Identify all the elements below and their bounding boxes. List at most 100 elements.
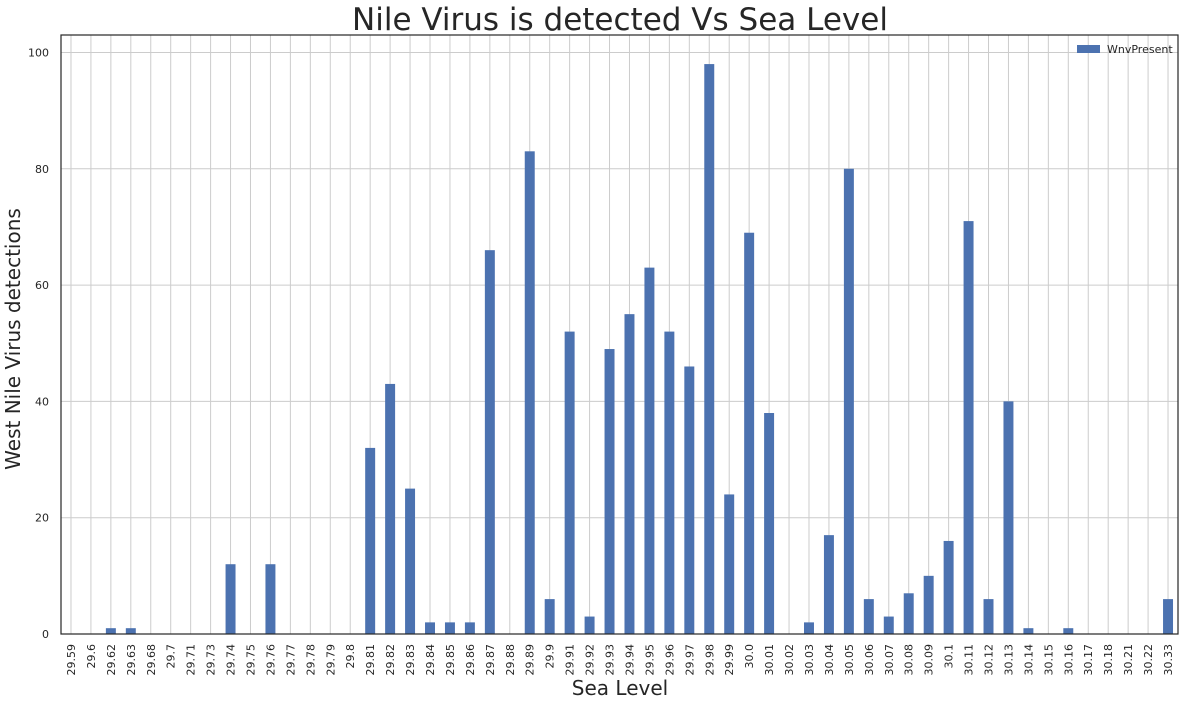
y-tick-label: 20 [35,512,49,525]
y-tick-label: 0 [42,628,49,641]
legend: WnvPresent [1077,43,1173,56]
x-tick-label: 29.85 [444,644,457,676]
x-tick-labels: 29.59 29.6 29.62 29.63 29.68 29.7 29.71 29.73 29… [65,644,1175,676]
x-tick-label: 29.95 [643,644,656,676]
x-tick-label: 29.82 [384,644,397,676]
x-tick-label: 29.68 [145,644,158,676]
x-tick-label: 29.62 [105,644,118,676]
bar-29.81 [365,447,376,634]
y-tick-label: 100 [28,46,49,59]
bar-30.13 [1003,401,1014,634]
bar-29.91 [564,331,575,634]
x-tick-label: 29.89 [524,644,537,676]
x-tick-label: 30.1 [943,644,956,669]
bar-29.94 [624,314,635,634]
x-tick-label: 29.83 [404,644,417,676]
x-tick-label: 29.87 [484,644,497,676]
x-tick-label: 30.11 [963,644,976,676]
y-tick-label: 80 [35,163,49,176]
bar-30.14 [1023,628,1034,634]
x-tick-label: 29.63 [125,644,138,676]
x-tick-label: 30.15 [1042,644,1055,676]
x-tick-label: 30.22 [1142,644,1155,676]
bar-30.06 [863,599,874,634]
x-tick-label: 29.77 [284,644,297,676]
bar-30.09 [923,575,934,634]
bar-30.01 [764,413,775,634]
bar-30.04 [823,535,834,634]
bar-29.92 [584,616,595,634]
x-tick-label: 30.16 [1062,644,1075,676]
x-tick-label: 29.79 [324,644,337,676]
x-tick-label: 29.71 [185,644,198,676]
x-tick-label: 29.7 [165,644,178,669]
bar-29.83 [405,488,416,634]
x-tick-label: 29.9 [544,644,557,669]
x-axis-label: Sea Level [572,676,668,700]
x-tick-label: 29.94 [623,644,636,676]
bar-29.63 [125,628,136,634]
bar-30.11 [963,221,974,634]
bar-29.82 [385,383,396,634]
x-tick-label: 30.04 [823,644,836,676]
legend-label: WnvPresent [1107,43,1173,56]
x-tick-label: 30.14 [1022,644,1035,676]
bar-29.89 [524,151,535,635]
x-tick-label: 29.8 [344,644,357,669]
bars [105,64,1174,635]
x-tick-label: 30.05 [843,644,856,676]
x-tick-label: 29.73 [205,644,218,676]
x-tick-label: 30.01 [763,644,776,676]
x-tick-label: 29.6 [85,644,98,669]
bar-30.05 [843,168,854,635]
x-tick-label: 29.74 [225,644,238,676]
x-tick-label: 30.03 [803,644,816,676]
x-tick-label: 30.21 [1122,644,1135,676]
bar-29.84 [425,622,435,634]
bar-30.0 [744,232,755,634]
legend-swatch [1077,45,1100,53]
bar-30.33 [1163,599,1174,634]
x-tick-label: 29.88 [504,644,517,676]
y-tick-label: 60 [35,279,49,292]
bar-29.95 [644,267,655,634]
x-tick-label: 30.06 [863,644,876,676]
x-tick-label: 30.02 [783,644,796,676]
bar-29.99 [724,494,735,634]
bar-30.12 [983,599,994,634]
x-tick-label: 29.99 [723,644,736,676]
bar-29.86 [464,622,475,634]
x-tick-label: 29.96 [663,644,676,676]
x-tick-label: 29.91 [564,644,577,676]
x-tick-label: 29.97 [683,644,696,676]
x-tick-label: 30.18 [1102,644,1115,676]
bar-30.07 [883,616,894,634]
bar-29.74 [225,564,236,634]
bar-30.08 [903,593,914,634]
bar-30.03 [804,622,814,634]
x-tick-label: 30.09 [923,644,936,676]
bar-29.96 [664,331,675,634]
bar-29.93 [604,349,615,634]
x-tick-label: 30.17 [1082,644,1095,676]
x-tick-label: 30.13 [1002,644,1015,676]
chart-title: Nile Virus is detected Vs Sea Level [352,2,888,38]
x-tick-label: 30.08 [903,644,916,676]
bar-29.97 [684,366,695,634]
x-tick-label: 29.98 [703,644,716,676]
x-tick-label: 29.92 [584,644,597,676]
y-tick-label: 40 [35,395,49,408]
bar-30.16 [1063,628,1074,634]
bar-29.85 [444,622,455,634]
x-tick-label: 29.81 [364,644,377,676]
bar-29.76 [265,564,276,634]
x-tick-label: 30.07 [883,644,896,676]
x-tick-label: 29.93 [604,644,617,676]
bar-30.1 [943,540,954,634]
x-tick-label: 29.59 [65,644,78,676]
y-axis-label: West Nile Virus detections [1,208,25,470]
bar-29.87 [484,250,495,635]
x-tick-label: 30.0 [743,644,756,669]
bar-29.9 [544,599,555,634]
